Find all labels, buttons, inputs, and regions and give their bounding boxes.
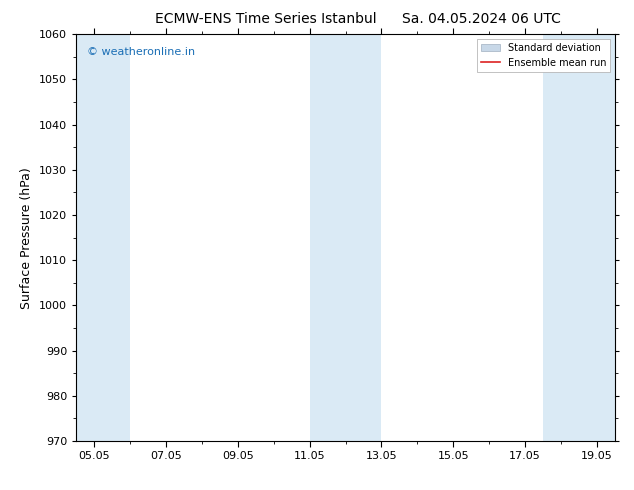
Legend: Standard deviation, Ensemble mean run: Standard deviation, Ensemble mean run bbox=[477, 39, 610, 72]
Bar bbox=[543, 34, 615, 441]
Bar bbox=[76, 34, 130, 441]
Bar bbox=[309, 34, 382, 441]
Text: Sa. 04.05.2024 06 UTC: Sa. 04.05.2024 06 UTC bbox=[403, 12, 561, 26]
Text: © weatheronline.in: © weatheronline.in bbox=[87, 47, 195, 56]
Y-axis label: Surface Pressure (hPa): Surface Pressure (hPa) bbox=[20, 167, 34, 309]
Text: ECMW-ENS Time Series Istanbul: ECMW-ENS Time Series Istanbul bbox=[155, 12, 377, 26]
